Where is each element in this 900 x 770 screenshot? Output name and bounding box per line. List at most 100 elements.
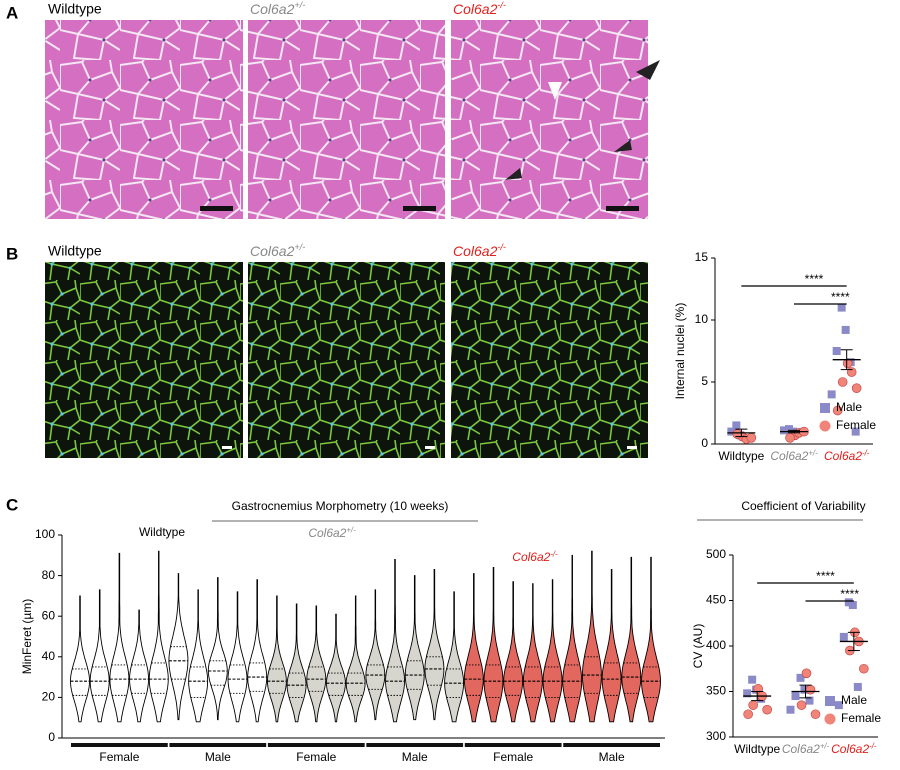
data-point [837, 377, 848, 387]
x-tick-label: Wildtype [718, 449, 764, 463]
data-point [839, 632, 848, 641]
y-tick-label: 80 [42, 568, 56, 582]
y-tick-label: 60 [42, 608, 56, 622]
legend-marker [825, 696, 835, 706]
data-point [851, 383, 862, 394]
data-point [785, 432, 795, 443]
micrograph [451, 262, 648, 458]
data-point [800, 685, 809, 694]
y-axis-label: MinFeret (µm) [20, 599, 34, 675]
y-tick-label: 20 [42, 690, 56, 704]
scale-bar [606, 206, 639, 211]
violin [581, 550, 602, 723]
data-point [748, 700, 758, 710]
he-images [45, 20, 660, 219]
data-point [832, 405, 843, 416]
significance-label: **** [840, 587, 859, 601]
x-tick-label: Col6a2-/- [824, 449, 870, 464]
y-axis-label: CV (AU) [691, 624, 705, 669]
data-point [727, 427, 736, 436]
micrograph [45, 262, 243, 458]
data-point [732, 421, 741, 430]
group-label: Col6a2-/- [512, 550, 558, 565]
image-label: Wildtype [48, 1, 102, 17]
legend-marker [824, 713, 836, 725]
significance-label: **** [816, 569, 835, 583]
data-point [851, 427, 860, 436]
data-point [780, 426, 788, 435]
violin [424, 569, 445, 721]
if-images [45, 262, 648, 458]
image-label: Col6a2-/- [453, 242, 506, 258]
legend-marker [820, 403, 830, 413]
chart-title: Coefficient of Variability [741, 499, 865, 513]
y-tick-label: 350 [706, 684, 726, 698]
y-tick-label: 100 [35, 527, 55, 541]
y-tick-label: 15 [695, 250, 709, 264]
data-point [801, 668, 812, 679]
violin [601, 569, 622, 723]
group-label: Wildtype [139, 525, 185, 539]
x-tick-label: Col6a2+/- [770, 449, 818, 464]
violin [207, 577, 228, 721]
legend-marker [819, 420, 831, 432]
data-point [805, 696, 814, 705]
data-point [762, 704, 772, 715]
violin [188, 589, 209, 723]
violin [168, 573, 189, 721]
scale-bar [627, 446, 637, 449]
data-point [848, 601, 857, 610]
sex-label: Male [599, 750, 625, 764]
scale-bar [425, 446, 435, 449]
x-tick-label: Col6a2-/- [831, 742, 877, 757]
y-tick-label: 5 [701, 374, 708, 388]
violin [266, 595, 287, 723]
violin [562, 554, 583, 723]
data-point [832, 347, 841, 355]
legend-label: Female [836, 418, 876, 432]
y-tick-label: 10 [695, 312, 709, 326]
y-tick-label: 300 [706, 729, 726, 743]
arrow [505, 168, 522, 180]
image-label: Col6a2-/- [453, 0, 506, 16]
group-label: Col6a2+/- [308, 526, 356, 541]
arrow [614, 140, 632, 152]
data-point [743, 689, 752, 698]
scale-bar [222, 446, 232, 449]
violin [483, 567, 504, 723]
significance-label: **** [831, 290, 850, 304]
micrograph [451, 20, 648, 219]
y-tick-label: 450 [706, 593, 726, 607]
data-point [746, 432, 757, 443]
y-tick-label: 400 [706, 638, 726, 652]
violin [109, 552, 130, 723]
data-point [805, 684, 816, 695]
data-point [842, 358, 853, 369]
data-point [748, 675, 757, 684]
y-tick-label: 500 [706, 547, 726, 561]
significance-label: **** [805, 272, 824, 286]
sex-label: Female [296, 750, 336, 764]
data-point [837, 303, 846, 312]
data-point [853, 682, 862, 691]
image-label: Col6a2+/- [250, 242, 305, 258]
violin [444, 591, 465, 723]
y-tick-label: 0 [48, 730, 55, 744]
violin [306, 605, 327, 723]
violin [463, 573, 484, 723]
scale-bar [200, 206, 233, 211]
data-point [786, 705, 795, 714]
data-point [841, 325, 850, 334]
y-axis-label: Internal nuclei (%) [673, 303, 687, 400]
violin [542, 579, 563, 723]
legend-label: Male [841, 693, 867, 707]
image-label: Wildtype [48, 243, 102, 259]
data-point [859, 663, 869, 674]
violin [89, 589, 110, 723]
legend-label: Female [841, 711, 881, 725]
data-point [810, 709, 821, 720]
panel-letter: A [6, 3, 18, 22]
data-point [791, 692, 800, 701]
chart-title: Gastrocnemius Morphometry (10 weeks) [232, 499, 449, 513]
